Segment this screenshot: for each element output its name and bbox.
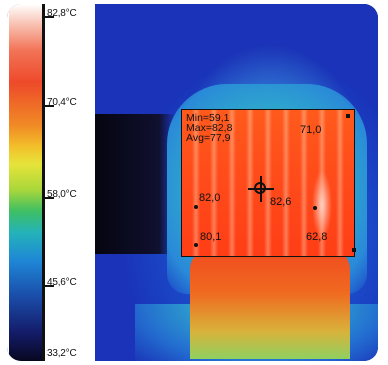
scale-bracket <box>42 4 45 361</box>
scale-tick <box>42 16 54 18</box>
point-temp-bottom-left: 80,1 <box>200 231 222 243</box>
temperature-color-bar <box>9 4 42 361</box>
point-marker[interactable] <box>194 243 198 247</box>
roi-min: Min=59,1 <box>186 112 230 124</box>
point-temp-bottom-right: 62,8 <box>306 231 328 243</box>
roi-corner-handle[interactable] <box>346 114 350 118</box>
roi-corner-handle[interactable] <box>352 248 356 252</box>
point-temp-mid-left: 82,0 <box>199 192 221 204</box>
scale-label-max: 82,8°C <box>47 8 77 19</box>
crosshair-icon[interactable] <box>248 176 274 202</box>
roi-avg: Avg=77,9 <box>186 132 231 144</box>
point-temp-center: 82,6 <box>270 196 292 208</box>
scale-label-3: 58,0°C <box>47 189 77 200</box>
scale-label-min: 33,2°C <box>47 348 77 359</box>
thermal-scene: Min=59,1 Max=82,8 Avg=77,9 71,0 82,0 82,… <box>95 4 378 361</box>
cold-region <box>95 114 175 254</box>
hot-base-region <box>190 249 350 359</box>
scale-label-2: 70,4°C <box>47 97 77 108</box>
scale-tick <box>42 105 54 107</box>
roi-statistics: Min=59,1 Max=82,8 Avg=77,9 <box>186 112 233 144</box>
scale-tick <box>42 197 54 199</box>
point-temp-top-right: 71,0 <box>300 124 322 136</box>
point-marker[interactable] <box>313 206 317 210</box>
hotspot-region <box>312 170 332 240</box>
point-marker[interactable] <box>194 205 198 209</box>
temperature-scale-panel: 82,8°C 70,4°C 58,0°C 45,6°C 33,2°C <box>7 4 95 361</box>
roi-max: Max=82,8 <box>186 122 233 134</box>
measurement-box[interactable]: Min=59,1 Max=82,8 Avg=77,9 71,0 82,0 82,… <box>181 109 356 257</box>
scale-tick <box>42 285 54 287</box>
thermal-image-frame: 82,8°C 70,4°C 58,0°C 45,6°C 33,2°C Min=5… <box>7 4 378 361</box>
scale-label-4: 45,6°C <box>47 277 77 288</box>
